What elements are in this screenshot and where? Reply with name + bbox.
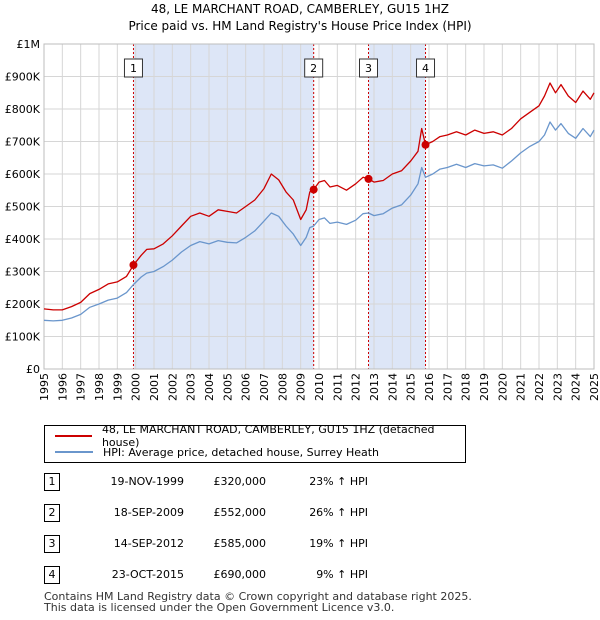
x-tick-label: 1995 — [38, 373, 51, 401]
transaction-price: £552,000 — [213, 506, 267, 519]
transaction-badge — [304, 58, 324, 78]
table-row: 3 14-SEP-2012 £585,000 19% ↑ HPI — [44, 535, 424, 555]
transaction-number-badge: 3 — [44, 535, 60, 553]
transaction-date: 23-OCT-2015 — [111, 568, 184, 581]
x-tick-label: 2010 — [313, 373, 326, 401]
x-tick-label: 2017 — [441, 373, 454, 401]
x-tick-label: 2002 — [166, 373, 179, 401]
x-tick-label: 2022 — [533, 373, 546, 401]
x-tick-label: 2019 — [478, 373, 491, 401]
transaction-number-badge: 2 — [44, 504, 60, 522]
legend-swatch-property — [55, 435, 92, 437]
x-tick-label: 1998 — [93, 373, 106, 401]
x-tick-label: 2006 — [240, 373, 253, 401]
x-tick-label: 2011 — [331, 373, 344, 401]
chart-title: 48, LE MARCHANT ROAD, CAMBERLEY, GU15 1H… — [0, 1, 600, 35]
legend: 48, LE MARCHANT ROAD, CAMBERLEY, GU15 1H… — [44, 423, 466, 463]
transaction-hpi-change: 19% ↑ HPI — [309, 537, 368, 550]
legend-item-hpi: HPI: Average price, detached house, Surr… — [45, 444, 379, 460]
chart-title-line1: 48, LE MARCHANT ROAD, CAMBERLEY, GU15 1H… — [150, 2, 450, 16]
hpi-series-line — [43, 121, 595, 322]
property-series-line — [43, 82, 595, 311]
y-tick-label: £1M — [17, 38, 41, 51]
x-tick-label: 2012 — [350, 373, 363, 401]
y-tick-label: £300K — [5, 266, 41, 279]
x-tick-label: 2024 — [570, 373, 583, 401]
chart-title-line2: Price paid vs. HM Land Registry's House … — [128, 19, 472, 33]
transaction-price: £690,000 — [213, 568, 267, 581]
x-tick-label: 1996 — [56, 373, 69, 401]
x-tick-label: 2018 — [460, 373, 473, 401]
x-tick-label: 2001 — [148, 373, 161, 401]
y-tick-label: £700K — [5, 136, 41, 149]
x-tick-label: 2016 — [423, 373, 436, 401]
table-row: 1 19-NOV-1999 £320,000 23% ↑ HPI — [44, 473, 424, 493]
x-tick-label: 2020 — [496, 373, 509, 401]
transaction-hpi-change: 23% ↑ HPI — [309, 475, 368, 488]
y-tick-label: £600K — [5, 168, 41, 181]
transaction-point — [129, 261, 138, 269]
legend-label-hpi: HPI: Average price, detached house, Surr… — [103, 445, 380, 459]
plot-border — [43, 43, 595, 370]
y-tick-label: £400K — [5, 233, 41, 246]
x-tick-label: 2021 — [515, 373, 528, 401]
transaction-point — [364, 174, 373, 183]
footer: Contains HM Land Registry data © Crown c… — [44, 591, 472, 613]
y-tick-label: £100K — [5, 331, 41, 344]
x-tick-label: 1999 — [111, 373, 124, 401]
table-row: 4 23-OCT-2015 £690,000 9% ↑ HPI — [44, 566, 424, 586]
transaction-badge — [123, 58, 143, 78]
y-tick-label: £500K — [5, 201, 41, 214]
y-tick-label: £900K — [5, 71, 41, 84]
x-tick-label: 2007 — [258, 373, 271, 401]
legend-swatch-hpi — [55, 451, 93, 453]
footer-copyright: Contains HM Land Registry data © Crown c… — [44, 590, 472, 603]
transaction-badge-label: 4 — [422, 62, 429, 75]
transaction-badge-label: 3 — [365, 62, 372, 75]
transaction-badge — [416, 58, 436, 78]
y-tick-label: £200K — [5, 298, 41, 311]
x-tick-label: 2015 — [405, 373, 418, 401]
x-tick-label: 2009 — [295, 373, 308, 401]
x-tick-label: 2025 — [588, 373, 600, 401]
x-tick-label: 2003 — [185, 373, 198, 401]
transaction-hpi-change: 26% ↑ HPI — [309, 506, 368, 519]
transaction-badge-label: 1 — [130, 62, 137, 75]
legend-label-property: 48, LE MARCHANT ROAD, CAMBERLEY, GU15 1H… — [101, 423, 435, 449]
transaction-point — [309, 185, 318, 194]
transaction-price: £585,000 — [213, 537, 267, 550]
transaction-point — [421, 140, 430, 149]
transaction-date: 14-SEP-2012 — [113, 537, 184, 550]
y-tick-label: £0 — [26, 363, 40, 376]
y-tick-label: £800K — [5, 103, 41, 116]
table-row: 2 18-SEP-2009 £552,000 26% ↑ HPI — [44, 504, 424, 524]
legend-item-property: 48, LE MARCHANT ROAD, CAMBERLEY, GU15 1H… — [45, 423, 465, 449]
x-tick-label: 2014 — [386, 373, 399, 401]
x-tick-label: 2004 — [203, 373, 216, 401]
x-tick-label: 2005 — [221, 373, 234, 401]
transaction-date: 18-SEP-2009 — [113, 506, 184, 519]
footer-license: This data is licensed under the Open Gov… — [44, 601, 395, 614]
price-chart: £0 £100K £200K £300K £400K £500K £600K £700K £80… — [5, 38, 600, 401]
transaction-date: 19-NOV-1999 — [110, 475, 184, 488]
transaction-number-badge: 4 — [44, 566, 60, 584]
x-tick-label: 2000 — [130, 373, 143, 401]
transaction-hpi-change: 9% ↑ HPI — [316, 568, 368, 581]
transaction-number-badge: 1 — [44, 473, 60, 491]
transaction-badge-label: 2 — [310, 62, 317, 75]
x-tick-label: 1997 — [75, 373, 88, 401]
x-tick-label: 2023 — [551, 373, 564, 401]
x-tick-label: 2013 — [368, 373, 381, 401]
transaction-price: £320,000 — [213, 475, 267, 488]
x-tick-label: 2008 — [276, 373, 289, 401]
transaction-badge — [359, 58, 378, 78]
